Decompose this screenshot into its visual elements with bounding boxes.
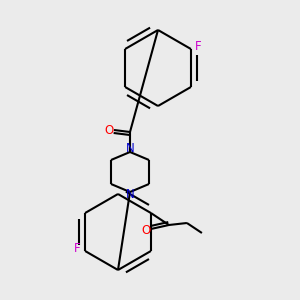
Text: N: N	[126, 142, 134, 155]
Text: F: F	[195, 40, 202, 53]
Text: N: N	[126, 188, 134, 202]
Text: O: O	[141, 224, 151, 238]
Text: F: F	[74, 242, 80, 256]
Text: O: O	[104, 124, 114, 136]
